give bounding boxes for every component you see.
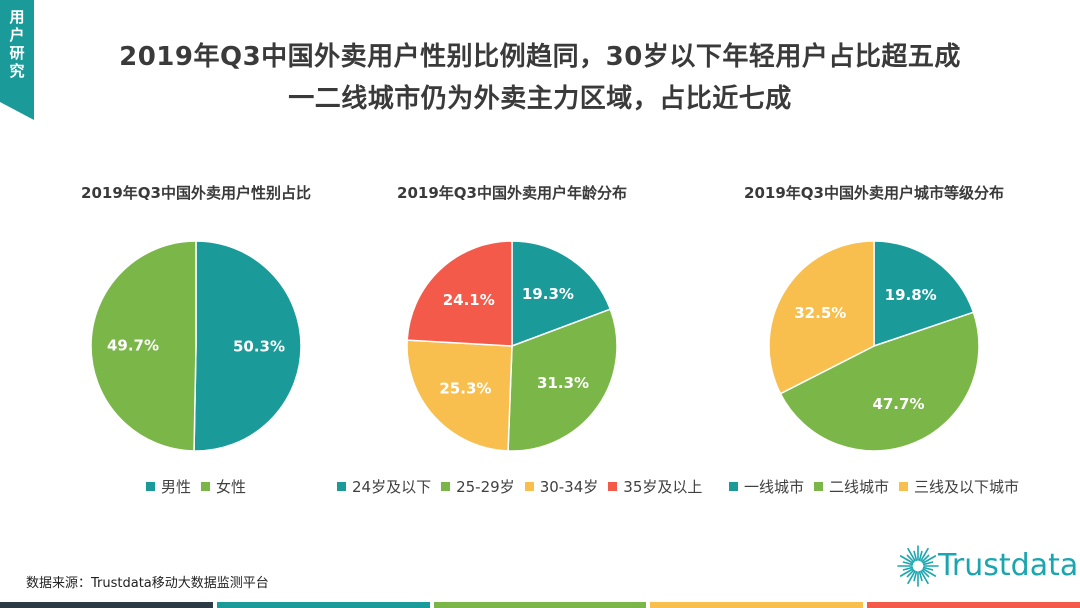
- age-pie-slice-2: [406, 339, 513, 452]
- age-legend-item-1: 25-29岁: [441, 476, 515, 497]
- sunburst-ray-21: [921, 554, 930, 563]
- city-legend-swatch-2: [899, 482, 908, 491]
- city-legend-swatch-1: [813, 482, 823, 491]
- age-pie-panel: 2019年Q3中国外卖用户年龄分布 19.3% 31.3% 25.3% 24.1% 2…: [337, 176, 702, 516]
- sunburst-ray-10: [899, 568, 914, 577]
- age-pie-slice-3: [406, 240, 513, 347]
- gender-legend-swatch-1: [201, 482, 210, 491]
- city-legend-item-0: 一线城市: [728, 476, 804, 497]
- age-pie-slice-1: [507, 308, 618, 452]
- sunburst-ray-9: [906, 569, 915, 578]
- city-pie-slice-1: [779, 311, 980, 452]
- city-pie-slice-2: [768, 240, 875, 395]
- city-legend-label-2: 三线及以下城市: [914, 478, 1020, 496]
- gender-pie-label-1: 49.7%: [107, 336, 159, 354]
- sunburst-ray-4: [920, 570, 929, 585]
- city-pie-label-0: 19.8%: [885, 286, 937, 304]
- city-pie-label-1: 47.7%: [872, 395, 924, 413]
- city-pie-slice-0: [873, 240, 975, 348]
- bottom-bar-segment-4: [867, 602, 1080, 608]
- city-pie-label-2: 32.5%: [794, 304, 846, 322]
- sunburst-ray-8: [907, 570, 916, 585]
- sunburst-ray-23: [922, 561, 934, 566]
- city-legend-swatch-0: [728, 482, 738, 491]
- sunburst-ray-1: [922, 566, 934, 571]
- age-legend-label-3: 35岁及以上: [623, 478, 703, 496]
- bottom-bar-segment-2: [433, 602, 647, 608]
- trustdata-logo: Trustdata: [894, 534, 1078, 594]
- age-pie-legend: 24岁及以下 25-29岁 30-34岁 35岁及以上: [332, 476, 702, 497]
- gender-legend-label-0: 男性: [160, 478, 191, 496]
- sunburst-ray-11: [902, 566, 914, 571]
- data-source-note: 数据来源：Trustdata移动大数据监测平台: [26, 576, 269, 591]
- age-pie-chart: 19.3% 31.3% 25.3% 24.1%: [406, 240, 618, 452]
- bottom-bar-segment-0: [0, 602, 213, 608]
- city-pie-legend: 一线城市 二线城市 三线及以下城市: [694, 476, 1054, 497]
- city-legend-label-0: 一线城市: [743, 478, 804, 496]
- age-legend-item-0: 24岁及以下: [337, 476, 431, 497]
- page-title-line1: 2019年Q3中国外卖用户性别比例趋同，30岁以下年轻用户占比超五成: [119, 42, 961, 72]
- sunburst-ray-5: [918, 570, 923, 582]
- age-pie-label-1: 31.3%: [537, 374, 589, 392]
- section-tab-label: 用户研究: [9, 8, 25, 80]
- sunburst-ray-13: [902, 561, 914, 566]
- page-title-line2: 一二线城市仍为外卖主力区域，占比近七成: [288, 84, 792, 114]
- gender-pie-panel: 2019年Q3中国外卖用户性别占比 50.3% 49.7% 男性 女性: [36, 176, 356, 516]
- gender-pie-label-0: 50.3%: [233, 338, 285, 356]
- gender-pie-chart: 50.3% 49.7%: [90, 240, 302, 452]
- age-legend-label-0: 24岁及以下: [352, 478, 432, 496]
- gender-legend-item-0: 男性: [145, 476, 191, 497]
- trustdata-logo-text: Trustdata: [938, 548, 1079, 583]
- sunburst-ray-14: [899, 555, 914, 564]
- gender-pie-slice-0: [193, 240, 302, 452]
- bottom-bar-segment-3: [650, 602, 864, 608]
- sunburst-ray-20: [920, 547, 929, 562]
- sunburst-ray-16: [907, 547, 916, 562]
- sunburst-ray-17: [913, 550, 918, 562]
- sunburst-ray-3: [921, 569, 930, 578]
- age-legend-label-1: 25-29岁: [456, 478, 515, 496]
- age-legend-swatch-0: [337, 482, 346, 491]
- sunburst-icon: [897, 545, 939, 587]
- city-pie-chart: 19.8% 47.7% 32.5%: [768, 240, 980, 452]
- age-pie-slice-0: [511, 240, 612, 348]
- city-legend-item-2: 三线及以下城市: [899, 476, 1019, 497]
- sunburst-ray-22: [922, 555, 937, 564]
- age-legend-swatch-2: [524, 482, 534, 491]
- age-pie-label-3: 24.1%: [443, 291, 495, 309]
- age-legend-label-2: 30-34岁: [539, 478, 599, 496]
- city-legend-label-1: 二线城市: [828, 478, 889, 496]
- city-legend-item-1: 二线城市: [813, 476, 889, 497]
- age-pie-label-2: 25.3%: [439, 379, 491, 397]
- sunburst-ray-7: [913, 570, 918, 582]
- gender-legend-swatch-0: [145, 482, 155, 491]
- city-pie-panel: 2019年Q3中国外卖用户城市等级分布 19.8% 47.7% 32.5% 一线城市…: [714, 176, 1034, 516]
- gender-legend-item-1: 女性: [201, 476, 246, 497]
- age-pie-title: 2019年Q3中国外卖用户年龄分布: [397, 184, 627, 202]
- sunburst-ray-19: [918, 550, 923, 562]
- section-tab: 用户研究: [0, 0, 34, 120]
- gender-pie-slice-1: [90, 240, 197, 452]
- sunburst-ray-2: [922, 568, 937, 577]
- bottom-color-bar: [0, 602, 1080, 608]
- age-legend-swatch-3: [608, 482, 618, 491]
- sunburst-ray-15: [906, 554, 915, 563]
- gender-legend-label-1: 女性: [216, 478, 247, 496]
- age-legend-item-3: 35岁及以上: [608, 476, 702, 497]
- gender-pie-title: 2019年Q3中国外卖用户性别占比: [81, 184, 311, 202]
- bottom-bar-segment-1: [216, 602, 430, 608]
- gender-pie-legend: 男性 女性: [16, 476, 376, 497]
- age-legend-item-2: 30-34岁: [524, 476, 599, 497]
- city-pie-title: 2019年Q3中国外卖用户城市等级分布: [744, 184, 1004, 202]
- age-legend-swatch-1: [441, 482, 451, 491]
- age-pie-label-0: 19.3%: [522, 285, 574, 303]
